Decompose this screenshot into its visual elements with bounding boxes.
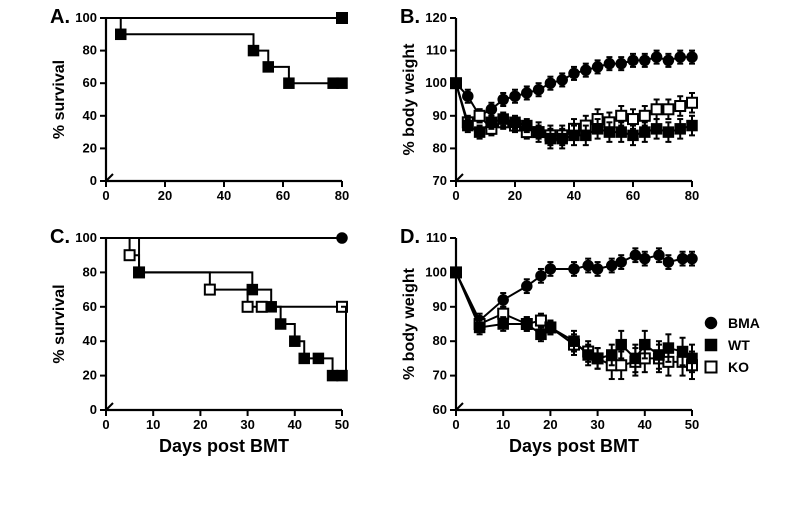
panel-d-chart: 0 10 20 30 40 50 60 70 80 90 100 110 % body weight Da…	[400, 232, 700, 462]
svg-text:0: 0	[452, 188, 459, 203]
svg-text:0: 0	[452, 417, 459, 432]
svg-text:110: 110	[426, 232, 447, 245]
svg-text:20: 20	[543, 417, 557, 432]
legend-item-bma: BMA	[702, 312, 760, 334]
legend-label: WT	[728, 337, 750, 353]
svg-text:40: 40	[83, 108, 97, 123]
svg-text:40: 40	[83, 333, 97, 348]
legend-item-ko: KO	[702, 356, 760, 378]
svg-text:80: 80	[83, 43, 97, 58]
svg-text:60: 60	[83, 75, 97, 90]
svg-text:60: 60	[626, 188, 640, 203]
svg-text:40: 40	[217, 188, 231, 203]
svg-text:10: 10	[146, 417, 160, 432]
figure-root: A. B. C. D. 020406080020406080100% survi…	[0, 0, 800, 508]
svg-text:Days post BMT: Days post BMT	[159, 436, 289, 456]
svg-text:120: 120	[425, 12, 447, 25]
svg-text:70: 70	[433, 368, 447, 383]
svg-text:50: 50	[685, 417, 699, 432]
svg-text:20: 20	[508, 188, 522, 203]
svg-text:80: 80	[685, 188, 699, 203]
svg-text:10: 10	[496, 417, 510, 432]
legend-label: BMA	[728, 315, 760, 331]
panel-c-chart: 0 10 20 30 40 50 0 20 40 60 80 100 % survival Days po…	[50, 232, 350, 462]
svg-text:110: 110	[426, 43, 447, 58]
svg-text:20: 20	[83, 140, 97, 155]
svg-text:80: 80	[433, 140, 447, 155]
svg-text:100: 100	[75, 12, 97, 25]
svg-text:20: 20	[193, 417, 207, 432]
svg-text:0: 0	[90, 173, 97, 188]
svg-text:40: 40	[288, 417, 302, 432]
svg-text:% body weight: % body weight	[401, 267, 418, 380]
legend: BMA WT KO	[702, 312, 760, 378]
svg-text:% body weight: % body weight	[401, 43, 418, 156]
svg-text:50: 50	[335, 417, 349, 432]
svg-text:40: 40	[567, 188, 581, 203]
svg-text:80: 80	[335, 188, 349, 203]
svg-text:% survival: % survival	[51, 60, 68, 139]
svg-text:0: 0	[102, 188, 109, 203]
svg-text:30: 30	[590, 417, 604, 432]
svg-text:100: 100	[75, 232, 97, 245]
svg-text:0: 0	[102, 417, 109, 432]
legend-label: KO	[728, 359, 749, 375]
svg-text:40: 40	[638, 417, 652, 432]
panel-a-chart: 020406080020406080100% survival*	[50, 12, 350, 207]
svg-text:90: 90	[433, 108, 447, 123]
svg-text:100: 100	[425, 75, 447, 90]
svg-text:60: 60	[276, 188, 290, 203]
svg-text:30: 30	[240, 417, 254, 432]
svg-text:Days post BMT: Days post BMT	[509, 436, 639, 456]
svg-text:80: 80	[433, 333, 447, 348]
svg-text:% survival: % survival	[51, 284, 68, 363]
svg-text:0: 0	[90, 402, 97, 417]
svg-text:20: 20	[83, 368, 97, 383]
svg-text:100: 100	[425, 264, 447, 279]
svg-text:60: 60	[83, 299, 97, 314]
svg-text:20: 20	[158, 188, 172, 203]
svg-text:70: 70	[433, 173, 447, 188]
panel-b-chart: 0 20 40 60 80 70 80 90 100 110 120 % body weight	[400, 12, 700, 207]
svg-text:80: 80	[83, 264, 97, 279]
legend-item-wt: WT	[702, 334, 760, 356]
svg-text:90: 90	[433, 299, 447, 314]
svg-text:60: 60	[433, 402, 447, 417]
